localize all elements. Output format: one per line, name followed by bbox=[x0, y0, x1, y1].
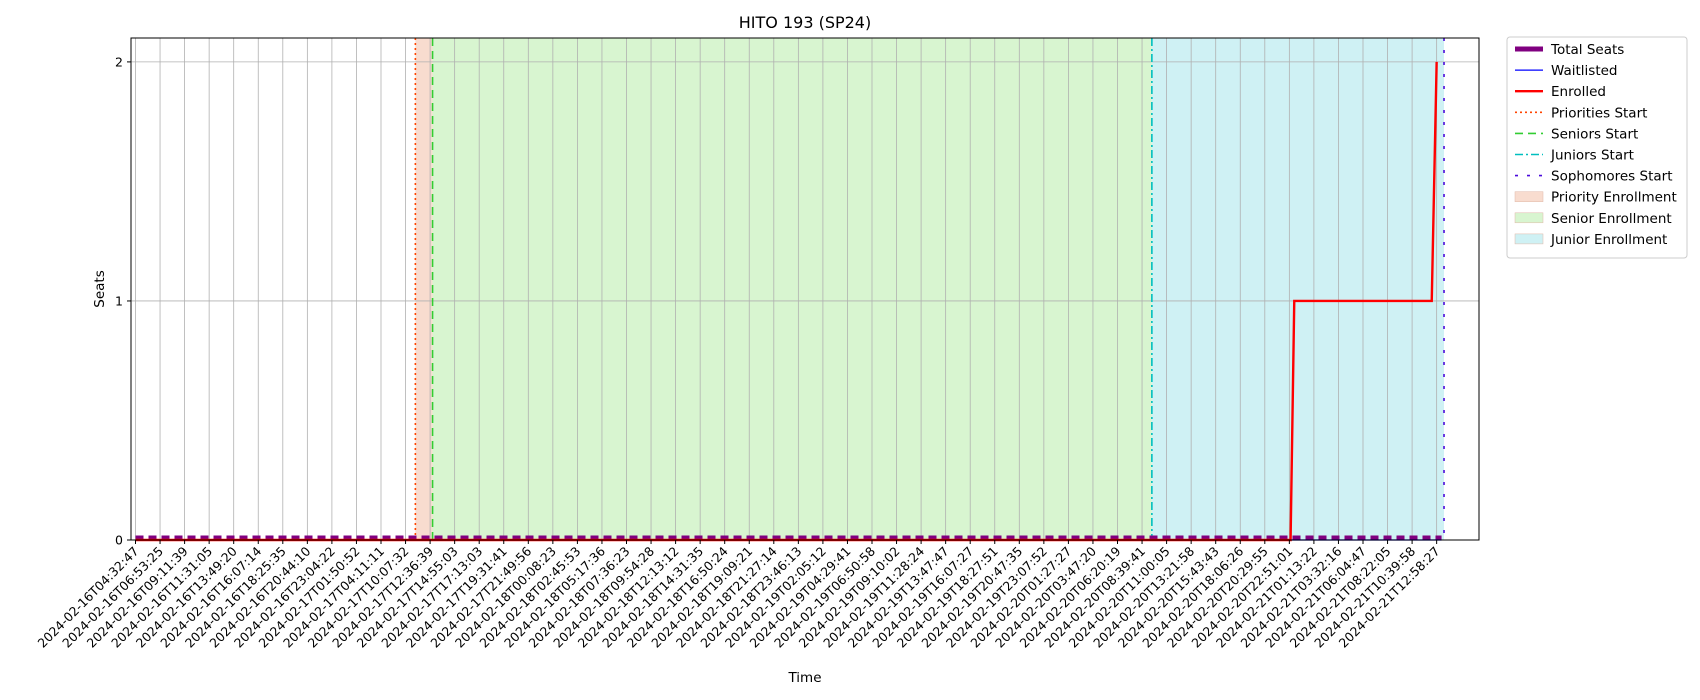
y-tick-label: 2 bbox=[115, 54, 123, 69]
plot-frame bbox=[130, 37, 1480, 541]
y-tick-label: 1 bbox=[115, 293, 123, 308]
legend-label-4: Seniors Start bbox=[1551, 126, 1638, 142]
y-axis-label: Seats bbox=[92, 270, 108, 307]
legend: Total Seats Waitlisted Enrolled Priorities … bbox=[1506, 36, 1688, 259]
legend-label-3: Priorities Start bbox=[1551, 105, 1647, 121]
legend-label-6: Sophomores Start bbox=[1551, 169, 1673, 185]
legend-swatch-7 bbox=[1514, 191, 1544, 202]
legend-label-9: Junior Enrollment bbox=[1550, 232, 1667, 248]
legend-swatch-9 bbox=[1514, 233, 1544, 245]
legend-label-1: Waitlisted bbox=[1551, 63, 1618, 79]
legend-label-7: Priority Enrollment bbox=[1551, 190, 1677, 206]
legend-label-8: Senior Enrollment bbox=[1551, 211, 1672, 227]
x-axis-label: Time bbox=[787, 670, 821, 686]
gridlines bbox=[131, 38, 1479, 541]
span-0 bbox=[415, 38, 433, 540]
phase-start-markers bbox=[414, 38, 1445, 540]
legend-label-5: Juniors Start bbox=[1550, 148, 1634, 164]
y-axis-ticks: 0 1 2 bbox=[115, 54, 131, 548]
y-tick-label: 0 bbox=[115, 533, 123, 548]
chart-title: HITO 193 (SP24) bbox=[739, 13, 871, 32]
legend-frame bbox=[1506, 36, 1688, 259]
legend-swatch-8 bbox=[1514, 212, 1544, 224]
legend-label-2: Enrolled bbox=[1551, 84, 1606, 100]
span-1 bbox=[432, 38, 1152, 540]
span-2 bbox=[1151, 38, 1445, 540]
enrollment-spans bbox=[415, 38, 1445, 540]
legend-label-0: Total Seats bbox=[1550, 42, 1624, 58]
x-axis-ticks: 2024-02-16T04:32:472024-02-16T06:53:2520… bbox=[35, 540, 1443, 651]
